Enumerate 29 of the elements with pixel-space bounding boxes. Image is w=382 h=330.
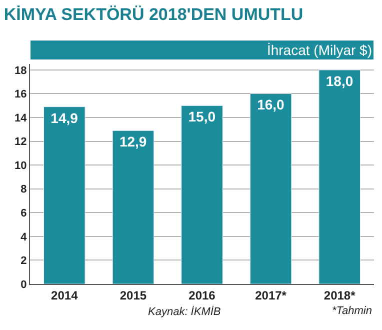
data-label: 18,0: [326, 72, 354, 89]
chart-title: KİMYA SEKTÖRÜ 2018'DEN UMUTLU: [4, 5, 304, 24]
y-tick-label: 18: [14, 64, 27, 77]
x-tick-label: 2016: [188, 288, 216, 302]
x-tick-label: 2018*: [324, 288, 356, 302]
data-label: 12,9: [119, 134, 147, 150]
y-tick-label: 8: [20, 184, 27, 196]
y-tick-label: 16: [14, 88, 27, 101]
y-tick-label: 4: [20, 231, 28, 244]
bar: [44, 106, 86, 284]
bar: [181, 105, 223, 284]
text: Kaynak: İKMİB: [148, 305, 221, 318]
x-tick-label: 2017*: [255, 288, 287, 302]
y-tick-label: 12: [14, 136, 27, 148]
y-tick-label: 2: [20, 255, 27, 268]
data-label: 16,0: [257, 96, 285, 113]
data-label: 14,9: [50, 110, 78, 126]
y-tick-label: 0: [20, 278, 27, 291]
y-tick-label: 14: [14, 112, 28, 124]
x-tick-label: 2015: [120, 288, 147, 302]
x-tick-label: 2014: [51, 288, 78, 302]
y-tick-label: 6: [20, 208, 27, 220]
text: *Tahmin: [332, 305, 372, 317]
bar: [318, 70, 360, 284]
chart-subtitle: İhracat (Milyar $): [266, 42, 372, 58]
y-tick-label: 10: [14, 160, 27, 172]
bar: [250, 93, 292, 284]
bar: [112, 130, 154, 284]
data-label: 15,0: [188, 108, 216, 125]
